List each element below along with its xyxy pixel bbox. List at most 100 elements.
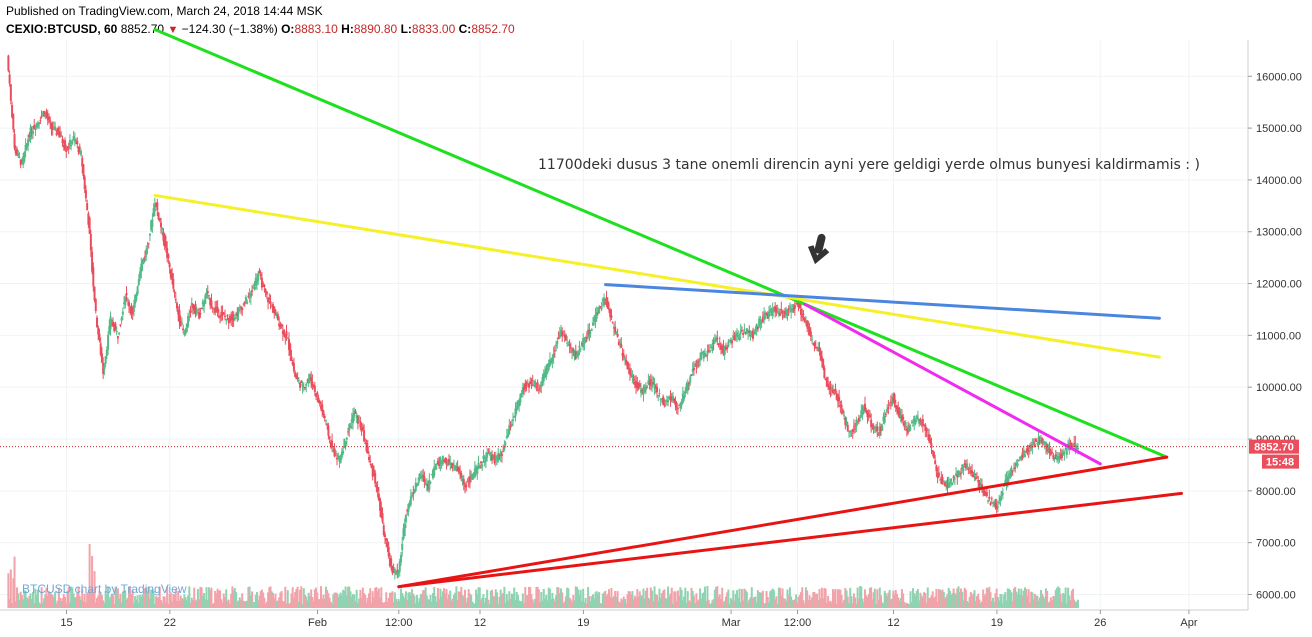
volume-bar: [648, 599, 651, 608]
arrow-down-icon[interactable]: [804, 231, 833, 266]
volume-bar: [947, 587, 950, 608]
candle-body: [1069, 443, 1072, 447]
candle-body: [918, 419, 921, 424]
candle-body: [193, 307, 196, 311]
candle-body: [1025, 450, 1028, 452]
chart-annotation[interactable]: 11700deki dusus 3 tane onemli direncin a…: [538, 157, 1200, 173]
candle-body: [29, 127, 32, 137]
volume-bar: [875, 603, 878, 608]
volume-bar: [433, 586, 436, 608]
volume-bar: [499, 589, 502, 608]
candle-body: [400, 555, 402, 563]
candle-body: [233, 317, 236, 320]
candle-body: [227, 318, 230, 324]
candle-body: [913, 415, 916, 424]
volume-bar: [450, 600, 453, 608]
volume-bar: [397, 598, 400, 608]
candle-body: [60, 135, 63, 137]
candle-body: [676, 407, 679, 409]
price-candles[interactable]: [7, 54, 1079, 580]
candle-body: [787, 308, 790, 310]
candle-body: [920, 422, 923, 426]
volume-bar: [374, 587, 377, 608]
volume-bar: [902, 593, 905, 608]
candle-body: [958, 473, 961, 476]
volume-bar: [809, 600, 812, 608]
candle-body: [641, 389, 644, 392]
volume-bar: [664, 598, 667, 608]
price-axis[interactable]: 6000.007000.008000.009000.0010000.001100…: [1248, 71, 1302, 601]
candle-body: [662, 396, 665, 405]
candle-body: [674, 400, 677, 406]
volume-bar: [354, 601, 357, 608]
candle-body: [25, 143, 28, 148]
candle-body: [1047, 447, 1050, 451]
volume-bar: [1001, 603, 1004, 608]
candle-body: [228, 316, 231, 322]
candle-body: [305, 383, 308, 386]
time-axis[interactable]: 15 22 Feb 12:00 12 19 Mar 12:00 12 19 26 Apr: [60, 610, 1198, 629]
volume-bar: [1041, 593, 1044, 608]
volume-bar: [443, 588, 446, 608]
candle-body: [54, 126, 57, 131]
candle-body: [459, 472, 462, 474]
volume-bar: [488, 603, 491, 608]
volume-bar: [691, 590, 694, 608]
tradingview-watermark[interactable]: BTCUSD chart by TradingView: [22, 582, 187, 596]
volume-bar: [338, 594, 341, 608]
volume-bar: [903, 601, 906, 608]
candle-body: [45, 111, 48, 118]
candle-body: [926, 435, 929, 437]
volume-bar: [989, 592, 992, 608]
volume-bar: [882, 603, 885, 608]
volume-bar: [983, 595, 986, 608]
candle-body: [660, 398, 663, 401]
candle-body: [915, 415, 918, 419]
y-tick-label: 8000.00: [1256, 486, 1296, 498]
candle-body: [241, 307, 244, 311]
down-arrow-icon: ▼: [167, 24, 179, 36]
y-tick-label: 15000.00: [1256, 123, 1302, 135]
volume-bar: [760, 592, 763, 608]
volume-bar: [50, 594, 53, 608]
volume-bar: [328, 597, 331, 608]
candle-body: [715, 337, 718, 341]
volume-bar: [979, 603, 982, 608]
volume-bar: [763, 603, 766, 608]
candle-body: [22, 156, 25, 165]
candle-body: [1054, 454, 1057, 460]
volume-bar: [841, 602, 844, 608]
volume-bar: [935, 588, 938, 608]
volume-bar: [1025, 588, 1028, 608]
trendlines[interactable]: [153, 28, 1184, 589]
candle-body: [878, 426, 881, 436]
volume-bar: [494, 589, 497, 608]
volume-bar: [603, 592, 606, 608]
candle-body: [798, 303, 801, 309]
volume-bar: [720, 599, 722, 608]
volume-bar: [518, 600, 521, 608]
candle-body: [77, 147, 80, 153]
candle-body: [295, 375, 298, 380]
volume-bar: [68, 602, 71, 608]
candle-body: [934, 460, 937, 465]
chart-header: Published on TradingView.com, March 24, …: [0, 0, 1312, 40]
volume-bar: [423, 590, 426, 608]
volume-bar: [1058, 587, 1061, 608]
volume-bar: [1065, 603, 1068, 608]
candle-body: [686, 383, 689, 391]
volume-bar: [219, 590, 222, 608]
annotation-group[interactable]: 11700deki dusus 3 tane onemli direncin a…: [538, 157, 1200, 173]
candle-body: [717, 343, 720, 345]
volume-bar: [925, 603, 928, 608]
candle-body: [247, 296, 250, 298]
volume-bar: [177, 590, 180, 608]
candle-body: [182, 328, 185, 331]
volume-bar: [1062, 592, 1065, 608]
candle-body: [214, 308, 217, 313]
volume-bar: [862, 602, 865, 608]
x-tick-label: 12:00: [385, 617, 413, 629]
candle-body: [126, 299, 129, 301]
symbol-label[interactable]: CEXIO:BTCUSD, 60: [6, 22, 118, 36]
